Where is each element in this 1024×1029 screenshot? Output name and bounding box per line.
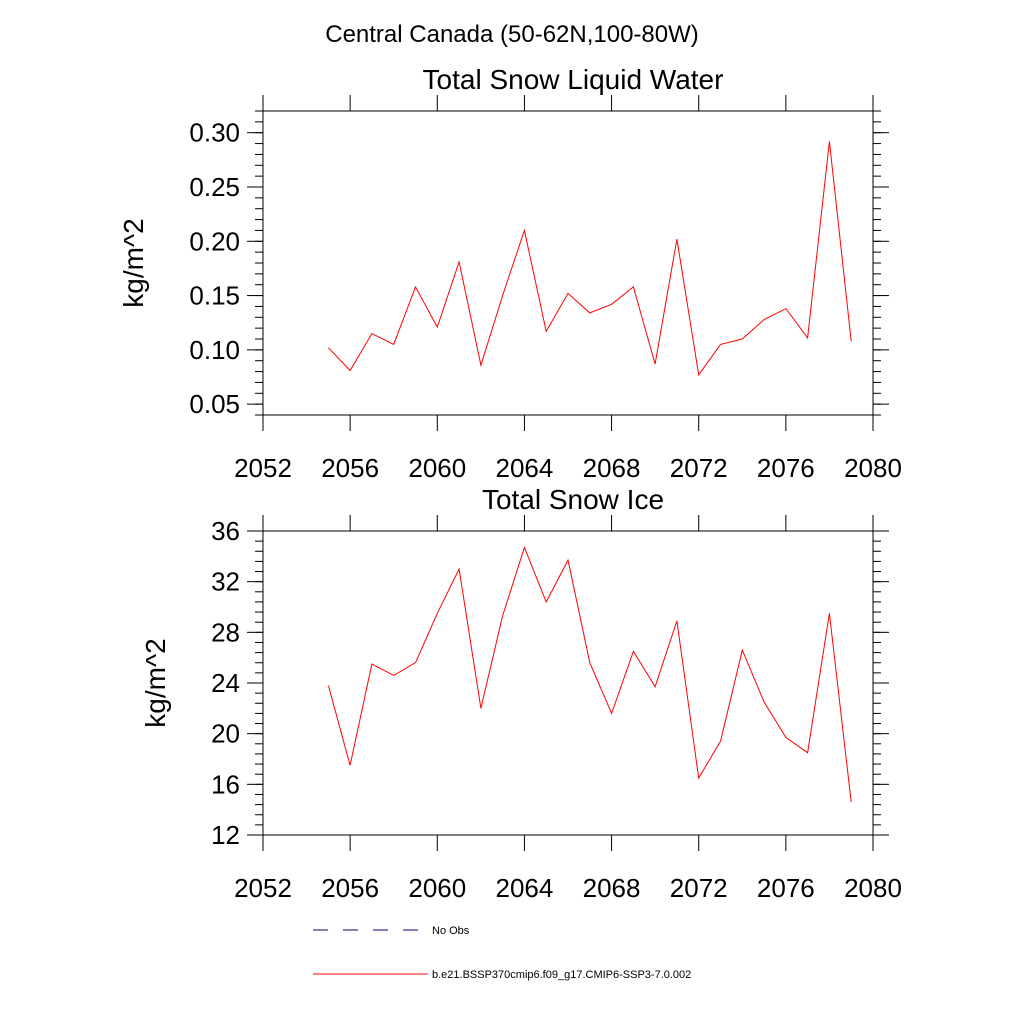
y-tick-label: 0.20: [189, 226, 240, 256]
x-tick-label: 2056: [321, 453, 379, 483]
panel-snow-ice: Total Snow Ice 2052 2056 2060 2064 2068 2072 20…: [140, 484, 902, 903]
y-tick-label: 16: [211, 769, 240, 799]
x-tick-label: 2052: [234, 873, 292, 903]
y-tick-label: 0.05: [189, 389, 240, 419]
y-tick-label: 24: [211, 668, 240, 698]
series-line-snow-ice: [327, 546, 852, 803]
y-tick-label: 0.10: [189, 335, 240, 365]
legend-label-no-obs: No Obs: [432, 925, 470, 937]
y-tick-label: 0.30: [189, 118, 240, 148]
x-tick-label: 2056: [321, 873, 379, 903]
y-tick-label: 0.25: [189, 172, 240, 202]
plot-frame-liquid-water: [262, 110, 874, 416]
legend: No Obs b.e21.BSSP370cmip6.f09_g17.CMIP6-…: [313, 925, 691, 981]
plot-title-liquid-water: Total Snow Liquid Water: [423, 64, 724, 95]
y-tick-label: 20: [211, 719, 240, 749]
y-axis-label-snow-ice: kg/m^2: [140, 638, 171, 727]
x-tick-label: 2076: [757, 453, 815, 483]
y-tick-label: 36: [211, 516, 240, 546]
x-tick-label: 2060: [408, 453, 466, 483]
y-tick-label: 28: [211, 617, 240, 647]
y-tick-label: 12: [211, 820, 240, 850]
panel-snow-liquid-water: Total Snow Liquid Water 2052 2056 2060 2064 2…: [118, 64, 902, 483]
x-tick-label: 2072: [670, 453, 728, 483]
x-tick-label: 2052: [234, 453, 292, 483]
x-tick-label: 2080: [844, 453, 902, 483]
x-tick-label: 2072: [670, 873, 728, 903]
y-axis-label-liquid-water: kg/m^2: [118, 218, 149, 307]
x-tick-label: 2060: [408, 873, 466, 903]
y-tick-label: 0.15: [189, 281, 240, 311]
series-line-liquid-water: [328, 141, 852, 377]
y-tick-label: 32: [211, 567, 240, 597]
x-tick-label: 2064: [496, 453, 554, 483]
plot-title-snow-ice: Total Snow Ice: [482, 484, 664, 515]
figure-suptitle: Central Canada (50-62N,100-80W): [325, 21, 699, 48]
x-tick-label: 2064: [496, 873, 554, 903]
plot-frame-snow-ice: [262, 530, 874, 836]
x-tick-label: 2080: [844, 873, 902, 903]
x-tick-label: 2068: [583, 873, 641, 903]
x-tick-label: 2076: [757, 873, 815, 903]
x-tick-label: 2068: [583, 453, 641, 483]
legend-label-model: b.e21.BSSP370cmip6.f09_g17.CMIP6-SSP3-7.…: [432, 969, 691, 981]
